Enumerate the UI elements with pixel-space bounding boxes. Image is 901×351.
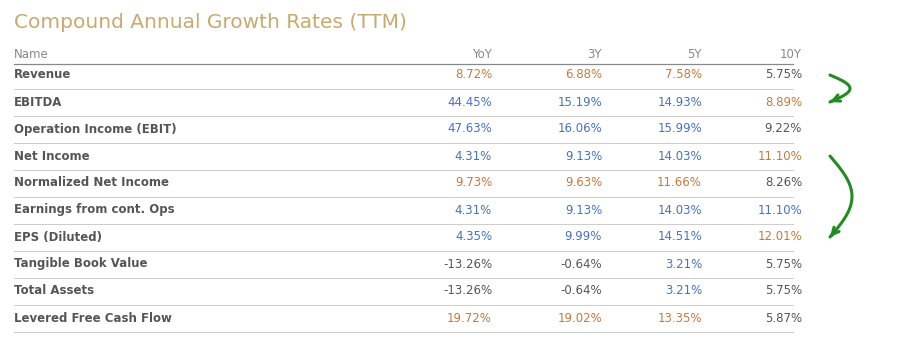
Text: -0.64%: -0.64% xyxy=(560,285,602,298)
Text: 14.03%: 14.03% xyxy=(658,204,702,217)
Text: 5.87%: 5.87% xyxy=(765,311,802,325)
Text: 3.21%: 3.21% xyxy=(665,258,702,271)
Text: 9.22%: 9.22% xyxy=(765,122,802,135)
Text: 3.21%: 3.21% xyxy=(665,285,702,298)
Text: 15.99%: 15.99% xyxy=(657,122,702,135)
Text: 5Y: 5Y xyxy=(687,48,702,61)
Text: 9.63%: 9.63% xyxy=(565,177,602,190)
Text: 8.72%: 8.72% xyxy=(455,68,492,81)
Text: 8.26%: 8.26% xyxy=(765,177,802,190)
Text: 14.51%: 14.51% xyxy=(657,231,702,244)
Text: 16.06%: 16.06% xyxy=(557,122,602,135)
Text: Tangible Book Value: Tangible Book Value xyxy=(14,258,148,271)
Text: EPS (Diluted): EPS (Diluted) xyxy=(14,231,102,244)
Text: 11.10%: 11.10% xyxy=(757,150,802,163)
Text: -13.26%: -13.26% xyxy=(443,258,492,271)
Text: Levered Free Cash Flow: Levered Free Cash Flow xyxy=(14,311,172,325)
Text: 3Y: 3Y xyxy=(587,48,602,61)
Text: 4.31%: 4.31% xyxy=(455,150,492,163)
Text: 4.31%: 4.31% xyxy=(455,204,492,217)
Text: 5.75%: 5.75% xyxy=(765,258,802,271)
Text: 9.13%: 9.13% xyxy=(565,204,602,217)
Text: 9.99%: 9.99% xyxy=(565,231,602,244)
Text: 14.93%: 14.93% xyxy=(657,95,702,108)
Text: 9.73%: 9.73% xyxy=(455,177,492,190)
Text: 47.63%: 47.63% xyxy=(447,122,492,135)
Text: 4.35%: 4.35% xyxy=(455,231,492,244)
Text: EBITDA: EBITDA xyxy=(14,95,62,108)
Text: Total Assets: Total Assets xyxy=(14,285,94,298)
Text: Revenue: Revenue xyxy=(14,68,71,81)
Text: 44.45%: 44.45% xyxy=(447,95,492,108)
Text: 12.01%: 12.01% xyxy=(757,231,802,244)
Text: 9.13%: 9.13% xyxy=(565,150,602,163)
Text: Net Income: Net Income xyxy=(14,150,89,163)
Text: 14.03%: 14.03% xyxy=(658,150,702,163)
Text: 15.19%: 15.19% xyxy=(557,95,602,108)
Text: 19.72%: 19.72% xyxy=(447,311,492,325)
Text: -0.64%: -0.64% xyxy=(560,258,602,271)
Text: 7.58%: 7.58% xyxy=(665,68,702,81)
Text: Normalized Net Income: Normalized Net Income xyxy=(14,177,169,190)
Text: 11.66%: 11.66% xyxy=(657,177,702,190)
Text: -13.26%: -13.26% xyxy=(443,285,492,298)
Text: 5.75%: 5.75% xyxy=(765,68,802,81)
Text: 6.88%: 6.88% xyxy=(565,68,602,81)
Text: 13.35%: 13.35% xyxy=(658,311,702,325)
Text: 11.10%: 11.10% xyxy=(757,204,802,217)
Text: Name: Name xyxy=(14,48,49,61)
Text: Compound Annual Growth Rates (TTM): Compound Annual Growth Rates (TTM) xyxy=(14,13,407,32)
Text: YoY: YoY xyxy=(472,48,492,61)
Text: 10Y: 10Y xyxy=(780,48,802,61)
Text: 5.75%: 5.75% xyxy=(765,285,802,298)
Text: Operation Income (EBIT): Operation Income (EBIT) xyxy=(14,122,177,135)
Text: 8.89%: 8.89% xyxy=(765,95,802,108)
Text: 19.02%: 19.02% xyxy=(557,311,602,325)
Text: Earnings from cont. Ops: Earnings from cont. Ops xyxy=(14,204,175,217)
